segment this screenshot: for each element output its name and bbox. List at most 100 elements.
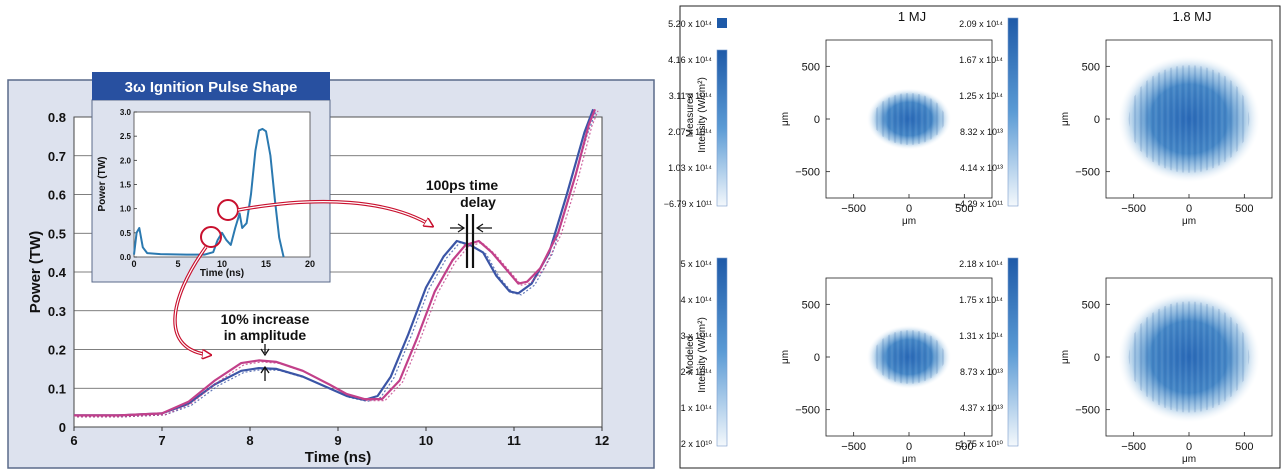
- colorbar-tick-label: 1 x 10¹⁴: [681, 403, 713, 413]
- colorbar-1: 2.09 x 10¹⁴ 1.67 x 10¹⁴ 1.25 x 10¹⁴ 8.32 x …: [955, 17, 1019, 209]
- colorbar-0: 5.20 x 10¹⁴ 4.16 x 10¹⁴ 3.11 x 10¹⁴ 2.07 x …: [664, 18, 728, 209]
- heatmap-speckle: [873, 330, 945, 384]
- heatmap-x-tick-label: 500: [955, 203, 973, 215]
- colorbar-tick-label: 2 x 10¹⁴: [681, 367, 713, 377]
- heatmap-x-tick-label: −500: [841, 203, 866, 215]
- inset-y-tick-label: 3.0: [120, 108, 132, 117]
- row-label-modeled-2: Intensity (W/cm²): [697, 317, 708, 393]
- heatmap-x-tick-label: 500: [955, 441, 973, 453]
- inset-series-line-0: [133, 127, 285, 258]
- inset-y-tick-label: 2.0: [120, 156, 132, 165]
- heatmap-y-tick-label: 0: [814, 114, 820, 126]
- annotation-delay-line-1: 100ps time: [426, 177, 499, 193]
- colorbar-tick-label: 1.67 x 10¹⁴: [959, 55, 1003, 65]
- red-arrow-to-delay-inner: [237, 201, 432, 226]
- colorbar-strip: [716, 257, 728, 447]
- heatmap-y-tick-label: 500: [802, 299, 820, 311]
- inset-plot-area: [133, 111, 311, 258]
- row-label-measured-1: Measured: [685, 93, 696, 137]
- heatmap-x-tick-label: −500: [1121, 203, 1146, 215]
- main-x-tick-label: 9: [334, 433, 341, 448]
- heatmap-x-tick-label: 0: [1186, 441, 1192, 453]
- colorbar-tick-label: 1.75 x 10¹⁰: [959, 439, 1003, 449]
- heatmap-x-tick-label: 0: [906, 203, 912, 215]
- colorbar-tick-label: 5 x 10¹⁴: [681, 259, 713, 269]
- callout-circle-first-peak: [200, 226, 222, 248]
- colorbar-tick-label: 1.03 x 10¹⁴: [668, 163, 712, 173]
- inset-title: 3ω Ignition Pulse Shape: [125, 79, 298, 96]
- inset-y-ticks: 0.0 0.5 1.0 1.5 2.0 2.5 3.0: [120, 108, 137, 262]
- inset-x-tick-label: 10: [217, 259, 227, 269]
- delay-annotation: 100ps time delay: [426, 177, 499, 268]
- heatmap-x-tick-label: −500: [841, 441, 866, 453]
- callout-arrows: [173, 199, 432, 355]
- amplitude-annotation: 10% increase in amplitude: [221, 311, 310, 381]
- heatmap-y-tick-label: 500: [1082, 299, 1100, 311]
- heatmap-x-axis-label: μm: [902, 216, 916, 227]
- heatmap-y-tick-label: 500: [802, 61, 820, 73]
- heatmap-y-axis-label: μm: [1060, 350, 1071, 364]
- main-x-tick-label: 11: [507, 433, 521, 448]
- colorbar-3: 2.18 x 10¹⁴ 1.75 x 10¹⁴ 1.31 x 10¹⁴ 8.73 x …: [959, 257, 1019, 449]
- main-x-tick-label: 8: [246, 433, 253, 448]
- heatmap-speckle: [1128, 301, 1250, 413]
- heatmap-y-tick-label: −500: [795, 167, 820, 179]
- main-x-ticks: 6 7 8 9 10 11 12: [70, 427, 609, 448]
- colorbar-tick-label: 8.32 x 10¹³: [960, 127, 1003, 137]
- colorbar-tick-label: 1.31 x 10¹⁴: [959, 331, 1003, 341]
- colorbar-strip: [1007, 17, 1019, 207]
- inset-x-axis-label: Time (ns): [200, 268, 244, 279]
- colorbar-tick-label: 2.09 x 10¹⁴: [959, 19, 1003, 29]
- heatmap-y-axis-label: μm: [780, 112, 791, 126]
- heatmap-x-axis-label: μm: [1182, 454, 1196, 465]
- colorbar-tick-label: −6.79 x 10¹¹: [664, 199, 712, 209]
- inset-y-tick-label: 0.5: [120, 229, 132, 238]
- amplitude-up-arrow-icon: [260, 365, 270, 381]
- colorbar-tick-label: 8.73 x 10¹³: [960, 367, 1003, 377]
- inset-y-tick-label: 0.0: [120, 253, 132, 262]
- heatmap-x-tick-label: 0: [1186, 203, 1192, 215]
- heatmap-x-tick-label: 0: [906, 441, 912, 453]
- colorbar-tick-label: 2 x 10¹⁰: [681, 439, 713, 449]
- colorbar-2: 5 x 10¹⁴ 4 x 10¹⁴ 3 x 10¹⁴ 2 x 10¹⁴ 1 x 10¹⁴…: [681, 257, 728, 449]
- annotation-increase-line-1: 10% increase: [221, 311, 310, 327]
- inset-y-tick-label: 1.0: [120, 205, 132, 214]
- inset-x-ticks: 0 5 10 15 20: [131, 259, 315, 269]
- row-label-measured-2: Intensity (W/cm²): [697, 77, 708, 153]
- heatmap-panel-2: −500 0 500 500 0 −500 μm μm: [780, 277, 993, 465]
- main-y-tick-label: 0: [59, 420, 66, 435]
- colorbar-tick-label: 4 x 10¹⁴: [681, 295, 713, 305]
- heatmap-y-tick-label: −500: [795, 405, 820, 417]
- colorbar-tick-label: 5.20 x 10¹⁴: [668, 19, 712, 29]
- colorbar-tick-label: 4.37 x 10¹³: [960, 403, 1003, 413]
- inset-x-tick-label: 0: [131, 259, 136, 269]
- inset-x-tick-label: 20: [305, 259, 315, 269]
- heatmap-x-tick-label: 500: [1235, 441, 1253, 453]
- annotation-delay-line-2: delay: [460, 194, 496, 210]
- main-series-dotted-1: [77, 110, 599, 418]
- main-x-tick-label: 6: [70, 433, 77, 448]
- heatmap-y-tick-label: 500: [1082, 61, 1100, 73]
- inset-y-axis-label: Power (TW): [97, 157, 108, 212]
- amplitude-down-arrow-icon: [260, 344, 270, 357]
- heatmap-y-tick-label: −500: [1075, 405, 1100, 417]
- colorbar-tick-label: 3 x 10¹⁴: [681, 331, 713, 341]
- heatmap-y-tick-label: 0: [1094, 352, 1100, 364]
- heatmap-spot-group: [866, 88, 952, 150]
- inset-title-bar: [92, 72, 330, 100]
- inset-y-tick-label: 2.5: [120, 132, 132, 141]
- heatmap-x-tick-label: 500: [1235, 203, 1253, 215]
- inset-x-tick-label: 5: [175, 259, 180, 269]
- heatmap-panel-1: −500 0 500 500 0 −500 μm μm: [1060, 39, 1273, 227]
- main-y-ticks: 0 0.1 0.2 0.3 0.4 0.5 0.6 0.7 0.8: [48, 110, 67, 435]
- colorbar-swatch: [717, 18, 727, 28]
- heatmap-y-axis-label: μm: [780, 350, 791, 364]
- main-y-tick-label: 0.7: [48, 149, 66, 164]
- colorbar-tick-label: 1.25 x 10¹⁴: [959, 91, 1003, 101]
- main-y-tick-label: 0.1: [48, 381, 66, 396]
- heatmap-y-tick-label: 0: [1094, 114, 1100, 126]
- main-y-tick-label: 0.4: [48, 265, 67, 280]
- red-arrow-to-amplitude-inner: [174, 246, 210, 355]
- heatmap-spot-group: [866, 325, 952, 389]
